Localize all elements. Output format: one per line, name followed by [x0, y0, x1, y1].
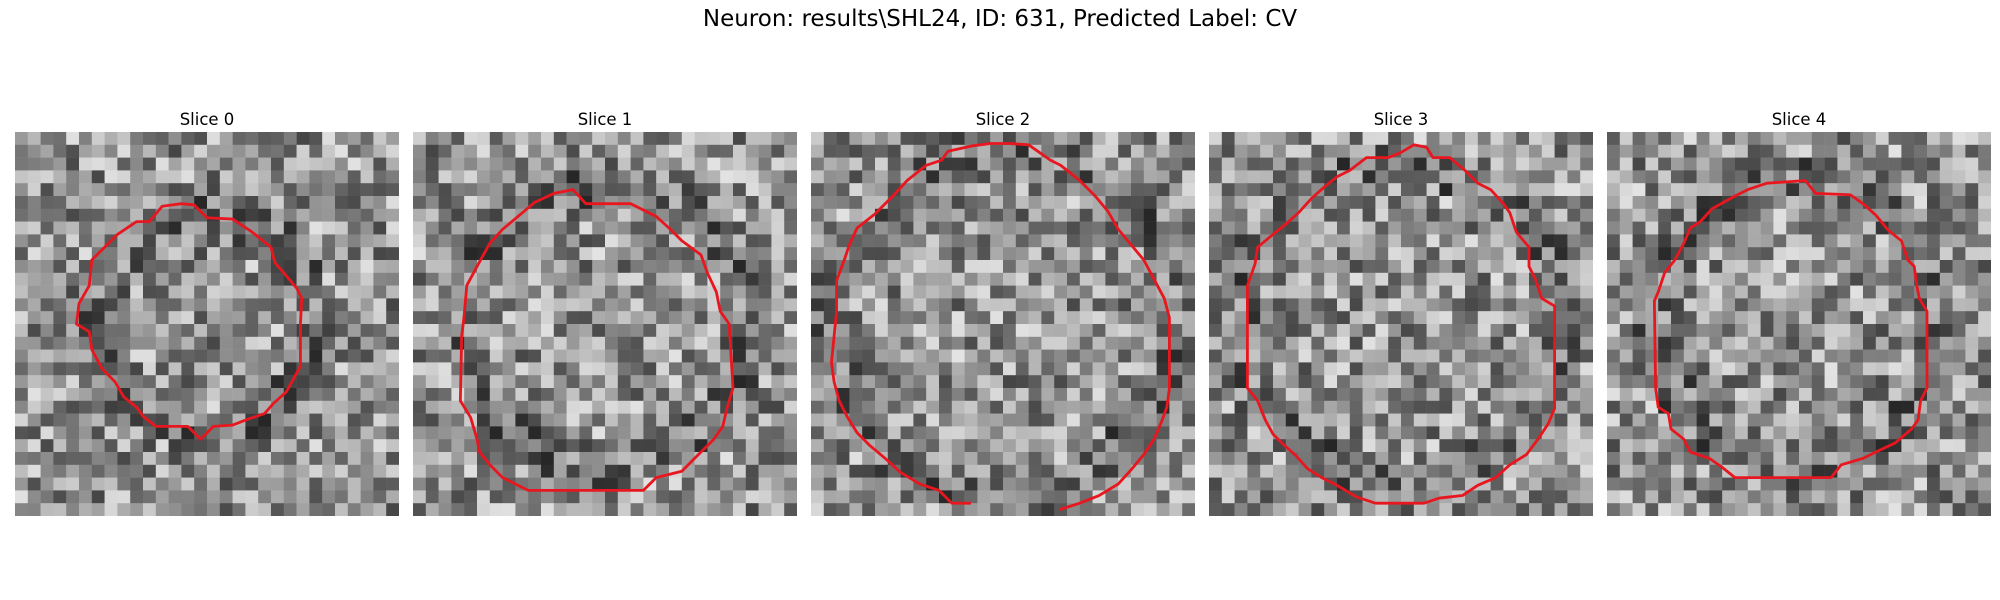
slice-panel-0: Slice 0 — [15, 108, 399, 516]
slice-title-3: Slice 3 — [1373, 110, 1429, 129]
noise-grid-2 — [811, 132, 1195, 516]
slice-image-0 — [15, 132, 399, 516]
slice-title-1: Slice 1 — [577, 110, 633, 129]
slice-title-0: Slice 0 — [179, 110, 235, 129]
noise-grid-0 — [15, 132, 399, 516]
contour-0 — [75, 202, 304, 441]
noise-grid-4 — [1607, 132, 1991, 516]
noise-grid-1 — [413, 132, 797, 516]
contour-3 — [1245, 143, 1557, 505]
slice-panel-2: Slice 2 — [811, 108, 1195, 516]
slice-image-1 — [413, 132, 797, 516]
slice-panel-1: Slice 1 — [413, 108, 797, 516]
contour-4 — [1652, 179, 1929, 480]
slice-panel-3: Slice 3 — [1209, 108, 1593, 516]
noise-grid-3 — [1209, 132, 1593, 516]
contour-2 — [830, 142, 1171, 511]
slice-image-2 — [811, 132, 1195, 516]
slice-title-2: Slice 2 — [975, 110, 1031, 129]
figure-title: Neuron: results\SHL24, ID: 631, Predicte… — [702, 6, 1298, 32]
slice-panel-4: Slice 4 — [1607, 108, 1991, 516]
slice-title-4: Slice 4 — [1771, 110, 1827, 129]
slice-image-4 — [1607, 132, 1991, 516]
contour-1 — [458, 188, 735, 492]
slice-image-3 — [1209, 132, 1593, 516]
